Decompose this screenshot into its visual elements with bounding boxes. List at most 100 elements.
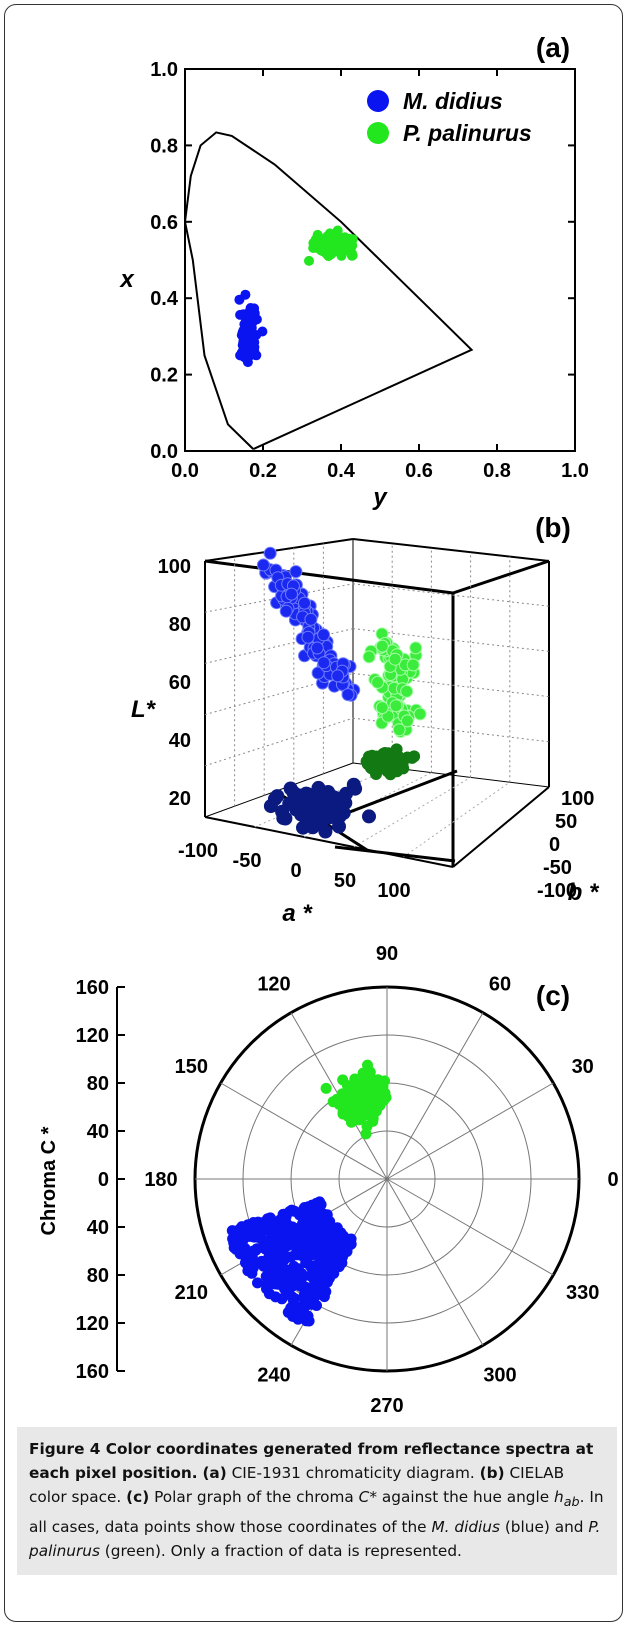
panel-c-data-point [358,1102,370,1114]
panel-b-a-tick-label: -100 [178,840,218,862]
panel-c-data-point [278,1264,290,1276]
panel-c-data-point [272,1244,283,1256]
panel-c-angle-label: 330 [566,1282,599,1304]
panel-c-data-point [360,1092,371,1104]
panel-b-floor-zero-line [334,845,456,863]
panel-c-angle-label: 270 [370,1395,403,1417]
panel-c-data-point [342,1110,354,1122]
panel-a-data-point [251,350,262,361]
panel-b-series-2-projection [360,743,421,781]
panel-b-projection-point [294,792,309,807]
panel-c-angle-label: 150 [175,1056,208,1078]
panel-c-data-point [281,1217,292,1229]
panel-a-y-tick-label: 1.0 [150,59,178,81]
panel-a-legend-marker-2 [367,122,389,144]
panel-b-data-point [298,596,311,610]
caption-c-text3: . In all cases, data points show those c… [29,1488,604,1537]
panel-c-data-point [346,1092,358,1104]
panel-b-data-point [311,666,325,680]
panel-b-projection-point [376,758,389,771]
panel-c-radial-tick-label: 120 [76,1313,109,1335]
panel-a-data-point [243,334,254,345]
panel-c-data-point [330,1096,342,1108]
panel-c-radial-axis-label: Chroma C * [38,1126,60,1235]
panel-c-data-point [320,1252,332,1264]
panel-c-data-point [256,1255,268,1267]
panel-b-data-point [285,587,298,601]
panel-c-data-point [298,1203,310,1214]
panel-b-projection-point [391,765,403,778]
panel-b-projection-point [362,809,376,824]
panel-a-data-point [347,250,358,261]
panel-c-radial-tick-label: 160 [76,977,109,999]
panel-b-edge [204,538,354,562]
panel-b-series-2 [362,627,427,738]
panel-c-data-point [246,1256,258,1267]
panel-b-a-tick-label: 0 [290,860,301,882]
panel-b-l-tick-label: 60 [169,672,191,694]
panel-b-grid-line [352,583,550,607]
panel-c-data-point [342,1240,354,1252]
panel-a-chart: (a) 0.0 0.2 0.4 0.6 0.8 1.0 0.0 0.2 0.4 0.6 0.8 1.0 y… [118,32,589,511]
panel-a-data-point [240,289,251,300]
panel-c-data-point [250,1244,262,1256]
panel-c-data-point [312,1247,324,1259]
panel-c-radial-tick-label: 80 [87,1265,109,1287]
panel-b-b-tick-label: 100 [561,788,594,810]
panel-c-data-point [286,1291,298,1303]
panel-c-series-1 [226,1196,357,1327]
panel-a-x-tick-label: 0.8 [483,460,511,482]
panel-c-data-point [302,1310,314,1322]
panel-c-data-point [322,1218,334,1229]
panel-b-series-1-projection [263,777,376,839]
caption-a-text: CIE-1931 chromaticity diagram. [226,1464,480,1482]
panel-b-edge [204,816,454,868]
panel-c-radial-tick-label: 0 [98,1169,109,1191]
panel-a-data-point [334,247,345,258]
panel-c-radial-tick-label: 120 [76,1025,109,1047]
panel-c-angle-label: 180 [144,1169,177,1191]
panel-b-a-tick-label: 50 [334,870,356,892]
panel-b-b-tick-label: 50 [555,811,577,833]
panel-b-data-point [341,688,355,702]
panel-a-legend-label-2: P. palinurus [403,120,532,146]
panel-c-data-point [252,1277,263,1289]
panel-a-plot-frame [184,68,576,452]
caption-a-tag: (a) [202,1464,227,1482]
caption-text-4: (blue) and [499,1518,589,1537]
panel-b-a-tick-label: -50 [233,850,262,872]
panel-a-legend-marker-1 [367,90,389,112]
panel-a-y-tick-label: 0.4 [150,288,179,310]
panel-b-projection-point [270,789,285,804]
panel-c-angle-label: 90 [376,943,398,965]
panel-c-data-point [357,1110,368,1122]
panel-b-grid-line [403,781,511,858]
panel-b-data-point [289,565,303,579]
panel-c-data-point [299,1249,311,1260]
panel-c-spoke [386,1082,554,1180]
panel-b-data-point [375,639,389,653]
panel-b-b-tick-label: 0 [549,834,560,856]
panel-c-data-point [248,1231,260,1243]
panel-b-grid-line [204,672,354,716]
panel-b-data-point [256,558,270,572]
panel-c-angle-label: 60 [489,973,511,995]
figure-canvas: (a) 0.0 0.2 0.4 0.6 0.8 1.0 0.0 0.2 0.4 0.6 0.8 1.0 y… [38,32,619,1417]
panel-c-radial-tick-label: 40 [87,1217,109,1239]
panel-a-data-point [312,229,323,240]
figure-frame: (a) 0.0 0.2 0.4 0.6 0.8 1.0 0.0 0.2 0.4 0.6 0.8 1.0 y… [4,4,623,1622]
panel-c-data-point [361,1120,373,1132]
panel-b-data-point [400,684,414,698]
panel-c-angle-label: 240 [257,1365,290,1387]
panel-b-projection-point [348,781,363,796]
panel-a-x-axis-label: y [372,484,388,511]
panel-b-b-tick-label: -100 [537,880,577,902]
panel-b-projection-point [406,751,419,764]
panel-c-data-point [333,1255,345,1267]
panel-b-projection-point [377,747,390,760]
panel-a-x-tick-label: 0.6 [405,460,433,482]
caption-b-text: CIELAB color space. [29,1464,565,1506]
panel-a-data-point [239,352,250,363]
panel-c-data-point [264,1239,275,1251]
